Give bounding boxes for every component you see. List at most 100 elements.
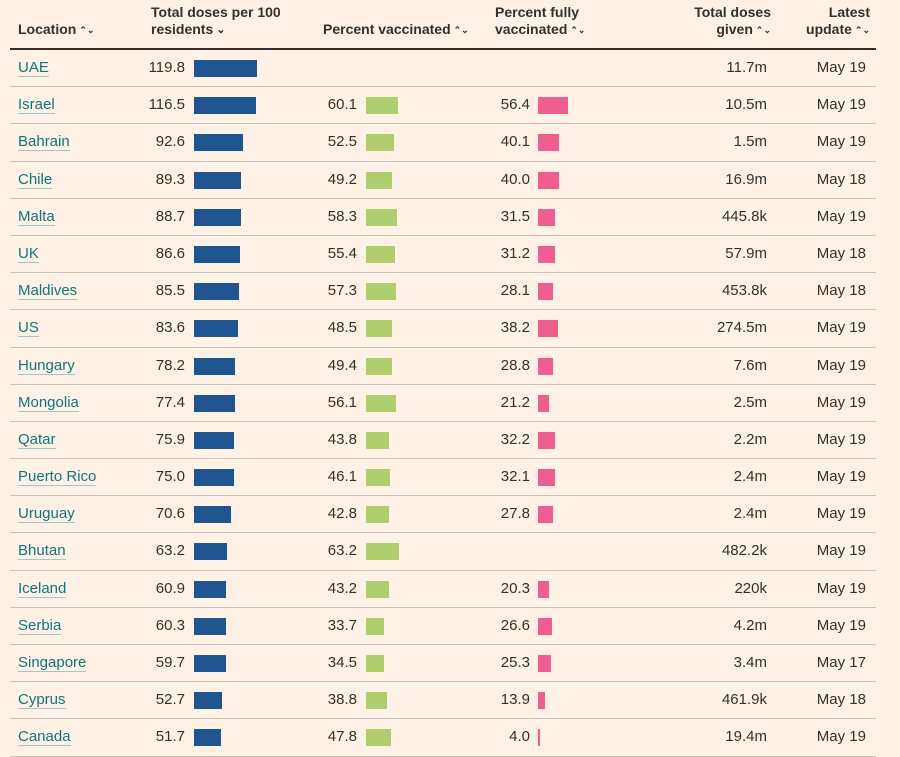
table-row: Qatar 75.9 43.8 32.2 2.2m May 19 — [10, 422, 876, 460]
sort-by-location[interactable]: Location ⌃⌄ — [18, 21, 94, 39]
doses-bar — [194, 208, 241, 226]
location-name[interactable]: Iceland — [18, 579, 67, 598]
latest-update-value: May 18 — [816, 282, 866, 300]
sort-by-total-doses-given[interactable]: Total doses given ⌃⌄ — [650, 4, 771, 39]
location-name[interactable]: Malta — [18, 207, 55, 226]
location-link[interactable]: Mongolia — [18, 385, 79, 421]
location-name[interactable]: UAE — [18, 59, 49, 77]
location-name[interactable]: Maldives — [18, 282, 78, 301]
latest-update-header-label-2: update — [806, 21, 852, 37]
total-doses-given-value: 3.4m — [733, 654, 767, 671]
doses-per-100-value: 78.2 — [155, 356, 185, 374]
location-link[interactable]: Uruguay — [18, 496, 75, 532]
percent-fully-vaccinated-value: 38.2 — [500, 319, 530, 337]
location-name[interactable]: US — [18, 319, 39, 338]
doses-per-100-value: 75.0 — [155, 468, 185, 486]
location-name[interactable]: Qatar — [18, 430, 56, 449]
sort-by-percent-fully-vaccinated[interactable]: Percent fully vaccinated ⌃⌄ — [495, 4, 585, 39]
percent-fully-vaccinated-bar — [538, 208, 555, 226]
sort-by-percent-vaccinated[interactable]: Percent vaccinated ⌃⌄ — [323, 21, 469, 39]
location-link[interactable]: UK — [18, 236, 39, 272]
percent-vaccinated-bar — [366, 394, 396, 412]
location-name[interactable]: Chile — [18, 170, 53, 189]
latest-update-value: May 19 — [816, 393, 866, 411]
location-link[interactable]: Cyprus — [18, 682, 66, 718]
percent-vaccinated-bar — [366, 469, 391, 487]
percent-vaccinated-bar — [366, 171, 393, 189]
location-name[interactable]: Uruguay — [18, 505, 75, 524]
doses-per-100-value: 60.3 — [155, 616, 185, 634]
sort-by-latest-update[interactable]: Latest update ⌃⌄ — [790, 4, 870, 39]
location-name[interactable]: Hungary — [18, 356, 75, 375]
percent-vaccinated-bar — [366, 506, 389, 524]
percent-fully-vaccinated-value: 28.8 — [500, 356, 530, 374]
doses-per-100-value: 52.7 — [155, 691, 185, 709]
percent-vaccinated-value: 33.7 — [327, 616, 357, 634]
location-name[interactable]: Canada — [18, 728, 71, 747]
percent-fully-vaccinated-bar — [538, 171, 560, 189]
table-row: Uruguay 70.6 42.8 27.8 2.4m May 19 — [10, 496, 876, 534]
sort-icon: ⌃⌄ — [79, 25, 95, 35]
percent-vaccinated-value: 38.8 — [327, 691, 357, 709]
location-link[interactable]: Iceland — [18, 571, 67, 607]
location-name[interactable]: Singapore — [18, 654, 87, 672]
location-link[interactable]: Singapore — [18, 645, 87, 681]
percent-vaccinated-value: 60.1 — [327, 96, 357, 114]
doses-bar — [194, 97, 256, 115]
latest-update-value: May 19 — [816, 468, 866, 486]
table-row: Bhutan 63.2 63.2 482.2k May 19 — [10, 533, 876, 571]
percent-vaccinated-value: 49.4 — [327, 356, 357, 374]
doses-per-100-value: 116.5 — [148, 96, 185, 114]
sort-icon: ⌃⌄ — [570, 25, 586, 35]
location-link[interactable]: Bhutan — [18, 533, 66, 569]
location-name[interactable]: UK — [18, 244, 39, 263]
location-name[interactable]: Puerto Rico — [18, 468, 97, 487]
location-link[interactable]: Hungary — [18, 348, 75, 384]
latest-update-value: May 19 — [816, 356, 866, 374]
doses-bar — [194, 320, 239, 338]
latest-update-value: May 18 — [816, 691, 866, 709]
location-link[interactable]: US — [18, 310, 39, 346]
doses-per-100-value: 85.5 — [155, 282, 185, 300]
doses-bar — [194, 60, 258, 77]
table-row: Cyprus 52.7 38.8 13.9 461.9k May 18 — [10, 682, 876, 720]
location-name[interactable]: Bhutan — [18, 542, 66, 561]
percent-fully-vaccinated-value: 56.4 — [500, 96, 530, 114]
vaccination-table: Location ⌃⌄ Total doses per 100 residents… — [10, 0, 876, 757]
percent-vaccinated-bar — [366, 543, 400, 561]
doses-bar — [194, 655, 226, 672]
percent-fully-vaccinated-bar — [538, 245, 555, 263]
location-name[interactable]: Serbia — [18, 616, 62, 635]
sort-by-doses[interactable]: Total doses per 100 residents ⌄ — [151, 4, 281, 39]
total-doses-given-value: 220k — [734, 579, 767, 597]
location-link[interactable]: Maldives — [18, 273, 78, 309]
location-link[interactable]: Malta — [18, 199, 55, 235]
doses-per-100-value: 77.4 — [155, 393, 185, 411]
location-link[interactable]: Qatar — [18, 422, 56, 458]
percent-fully-vaccinated-bar — [538, 506, 553, 524]
doses-bar — [194, 469, 234, 487]
location-link[interactable]: Serbia — [18, 608, 62, 644]
location-link[interactable]: Bahrain — [18, 124, 70, 160]
location-link[interactable]: Canada — [18, 719, 71, 755]
doses-bar — [194, 134, 244, 152]
doses-per-100-value: 75.9 — [155, 430, 185, 448]
percent-vaccinated-bar — [366, 283, 397, 301]
latest-update-value: May 19 — [816, 207, 866, 225]
location-name[interactable]: Bahrain — [18, 133, 70, 152]
table-row: Israel 116.5 60.1 56.4 10.5m May 19 — [10, 87, 876, 125]
location-name[interactable]: Mongolia — [18, 393, 79, 412]
location-name[interactable]: Cyprus — [18, 691, 66, 710]
location-link[interactable]: Chile — [18, 162, 53, 198]
location-link[interactable]: Israel — [18, 87, 55, 123]
percent-fully-vaccinated-bar — [538, 617, 553, 635]
percent-fully-vaccinated-value: 13.9 — [500, 691, 530, 709]
percent-vaccinated-bar — [366, 692, 387, 710]
doses-bar — [194, 580, 227, 598]
location-link[interactable]: Puerto Rico — [18, 459, 97, 495]
location-link[interactable]: UAE — [18, 50, 49, 86]
percent-fully-header-label: Percent fully — [495, 4, 580, 20]
latest-update-value: May 18 — [816, 244, 866, 262]
sort-descending-icon: ⌄ — [216, 24, 226, 36]
location-name[interactable]: Israel — [18, 96, 55, 115]
